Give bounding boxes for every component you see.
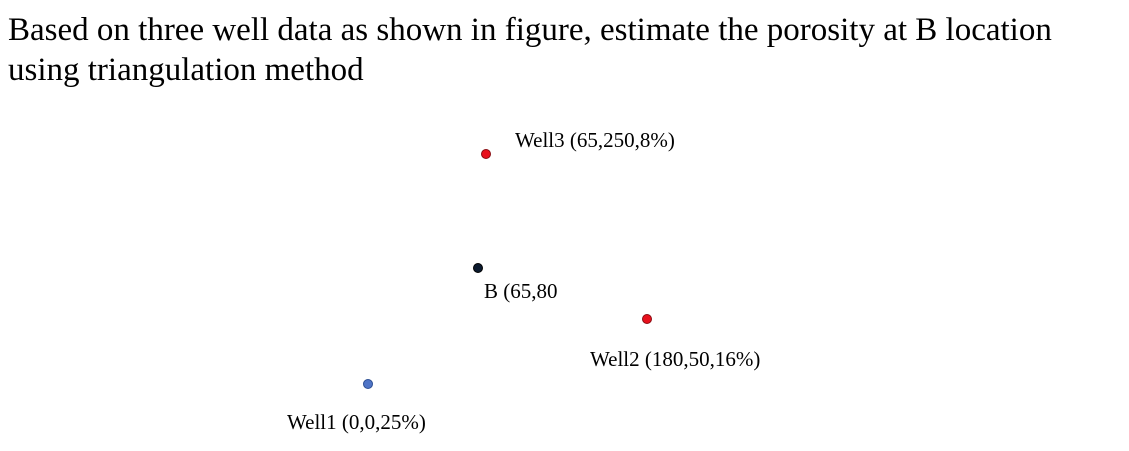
b-point [473, 263, 483, 273]
well1-label: Well1 (0,0,25%) [287, 410, 426, 434]
well2-label: Well2 (180,50,16%) [590, 347, 760, 371]
question-title: Based on three well data as shown in fig… [8, 12, 1052, 88]
well2-point [642, 314, 652, 324]
well3-label: Well3 (65,250,8%) [515, 128, 675, 152]
b-label: B (65,80 [484, 279, 558, 303]
well1-point [363, 379, 373, 389]
well3-point [481, 149, 491, 159]
